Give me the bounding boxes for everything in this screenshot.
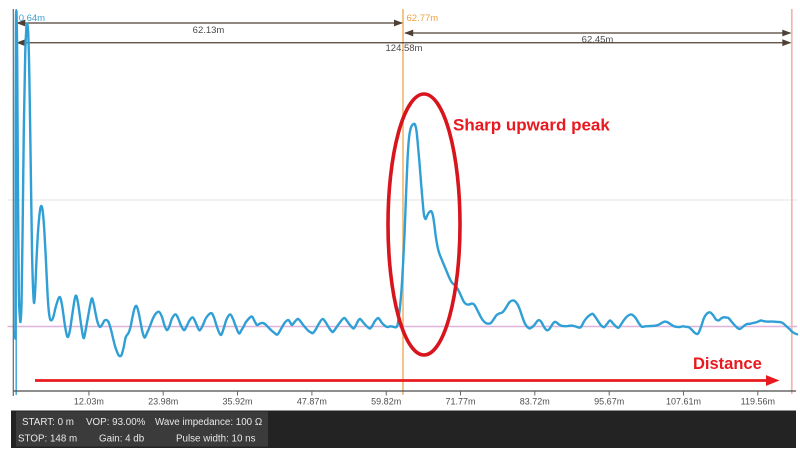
svg-text:Sharp upward peak: Sharp upward peak xyxy=(453,116,610,135)
svg-text:62.13m: 62.13m xyxy=(193,25,225,36)
svg-text:47.87m: 47.87m xyxy=(297,397,327,407)
svg-text:124.58m: 124.58m xyxy=(386,43,423,54)
svg-text:START: 0 m: START: 0 m xyxy=(22,417,74,428)
svg-text:119.56m: 119.56m xyxy=(741,397,775,407)
svg-text:STOP: 148 m: STOP: 148 m xyxy=(18,434,77,445)
svg-text:12.03m: 12.03m xyxy=(74,397,104,407)
svg-text:95.67m: 95.67m xyxy=(594,397,624,407)
svg-text:Pulse width: 10 ns: Pulse width: 10 ns xyxy=(176,434,256,445)
svg-text:107.61m: 107.61m xyxy=(666,397,701,407)
svg-text:59.82m: 59.82m xyxy=(371,397,401,407)
svg-text:Gain: 4 db: Gain: 4 db xyxy=(99,434,145,445)
svg-text:VOP: 93.00%: VOP: 93.00% xyxy=(86,417,146,428)
svg-text:Wave impedance: 100 Ω: Wave impedance: 100 Ω xyxy=(155,417,262,428)
svg-text:62.45m: 62.45m xyxy=(582,35,614,46)
svg-text:0.64m: 0.64m xyxy=(19,13,45,24)
svg-text:71.77m: 71.77m xyxy=(445,397,475,407)
svg-text:83.72m: 83.72m xyxy=(520,397,550,407)
svg-text:Distance: Distance xyxy=(693,355,762,373)
svg-text:35.92m: 35.92m xyxy=(222,397,252,407)
svg-text:62.77m: 62.77m xyxy=(407,13,439,24)
svg-text:23.98m: 23.98m xyxy=(148,397,178,407)
